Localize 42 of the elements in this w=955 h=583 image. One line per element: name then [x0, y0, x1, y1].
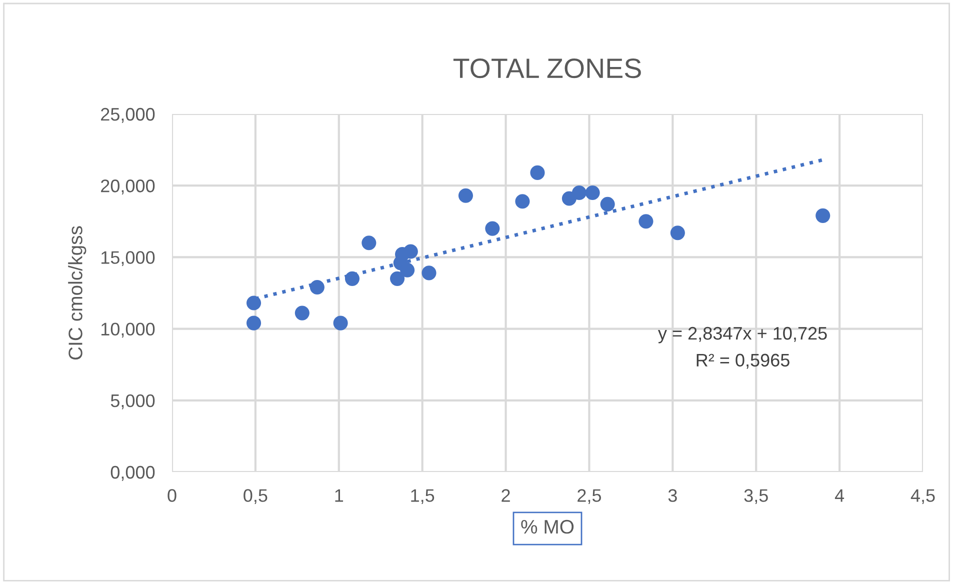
y-tick-label: 0,000	[110, 466, 155, 481]
point	[344, 271, 360, 286]
x-tick-label: 0	[168, 489, 176, 502]
x-tick-label: 4,5	[910, 489, 935, 504]
x-tick-label: 2,5	[578, 489, 602, 504]
annotation: y = 2,8347x + 10,725	[658, 326, 827, 344]
point	[310, 280, 324, 295]
point	[333, 316, 348, 330]
point	[515, 194, 530, 209]
x-tick-label: 3,5	[744, 489, 768, 504]
y-tick-label: 15,000	[101, 251, 155, 266]
point	[246, 296, 262, 310]
point	[400, 262, 415, 278]
point	[585, 185, 600, 200]
x-axis-title: % MO	[521, 520, 574, 534]
chart-title: TOTAL ZONES	[453, 58, 641, 78]
point	[362, 236, 376, 250]
point	[422, 266, 436, 280]
point	[600, 196, 615, 212]
point	[485, 221, 500, 236]
x-tick-label: 3	[668, 489, 677, 502]
point	[530, 165, 545, 180]
point	[638, 214, 654, 229]
point	[572, 185, 586, 200]
point	[294, 306, 310, 320]
annotation: R² = 0,5965	[696, 354, 790, 369]
point	[403, 244, 418, 259]
y-tick-label: 10,000	[101, 322, 155, 338]
y-tick-label: 25,000	[101, 108, 155, 123]
y-axis-title: CIC cmolc/kgss	[68, 226, 86, 360]
y-tick-label: 5,000	[110, 394, 155, 410]
x-tick-label: 1,5	[411, 489, 434, 504]
point	[670, 226, 685, 240]
point	[458, 188, 474, 203]
x-tick-label: 0,5	[244, 489, 268, 504]
point	[246, 316, 262, 330]
x-tick-label: 2	[502, 489, 510, 502]
point	[816, 208, 830, 223]
point	[390, 271, 405, 286]
y-tick-label: 20,000	[101, 180, 155, 194]
x-tick-label: 4	[834, 489, 844, 502]
x-tick-label: 1	[335, 489, 344, 502]
